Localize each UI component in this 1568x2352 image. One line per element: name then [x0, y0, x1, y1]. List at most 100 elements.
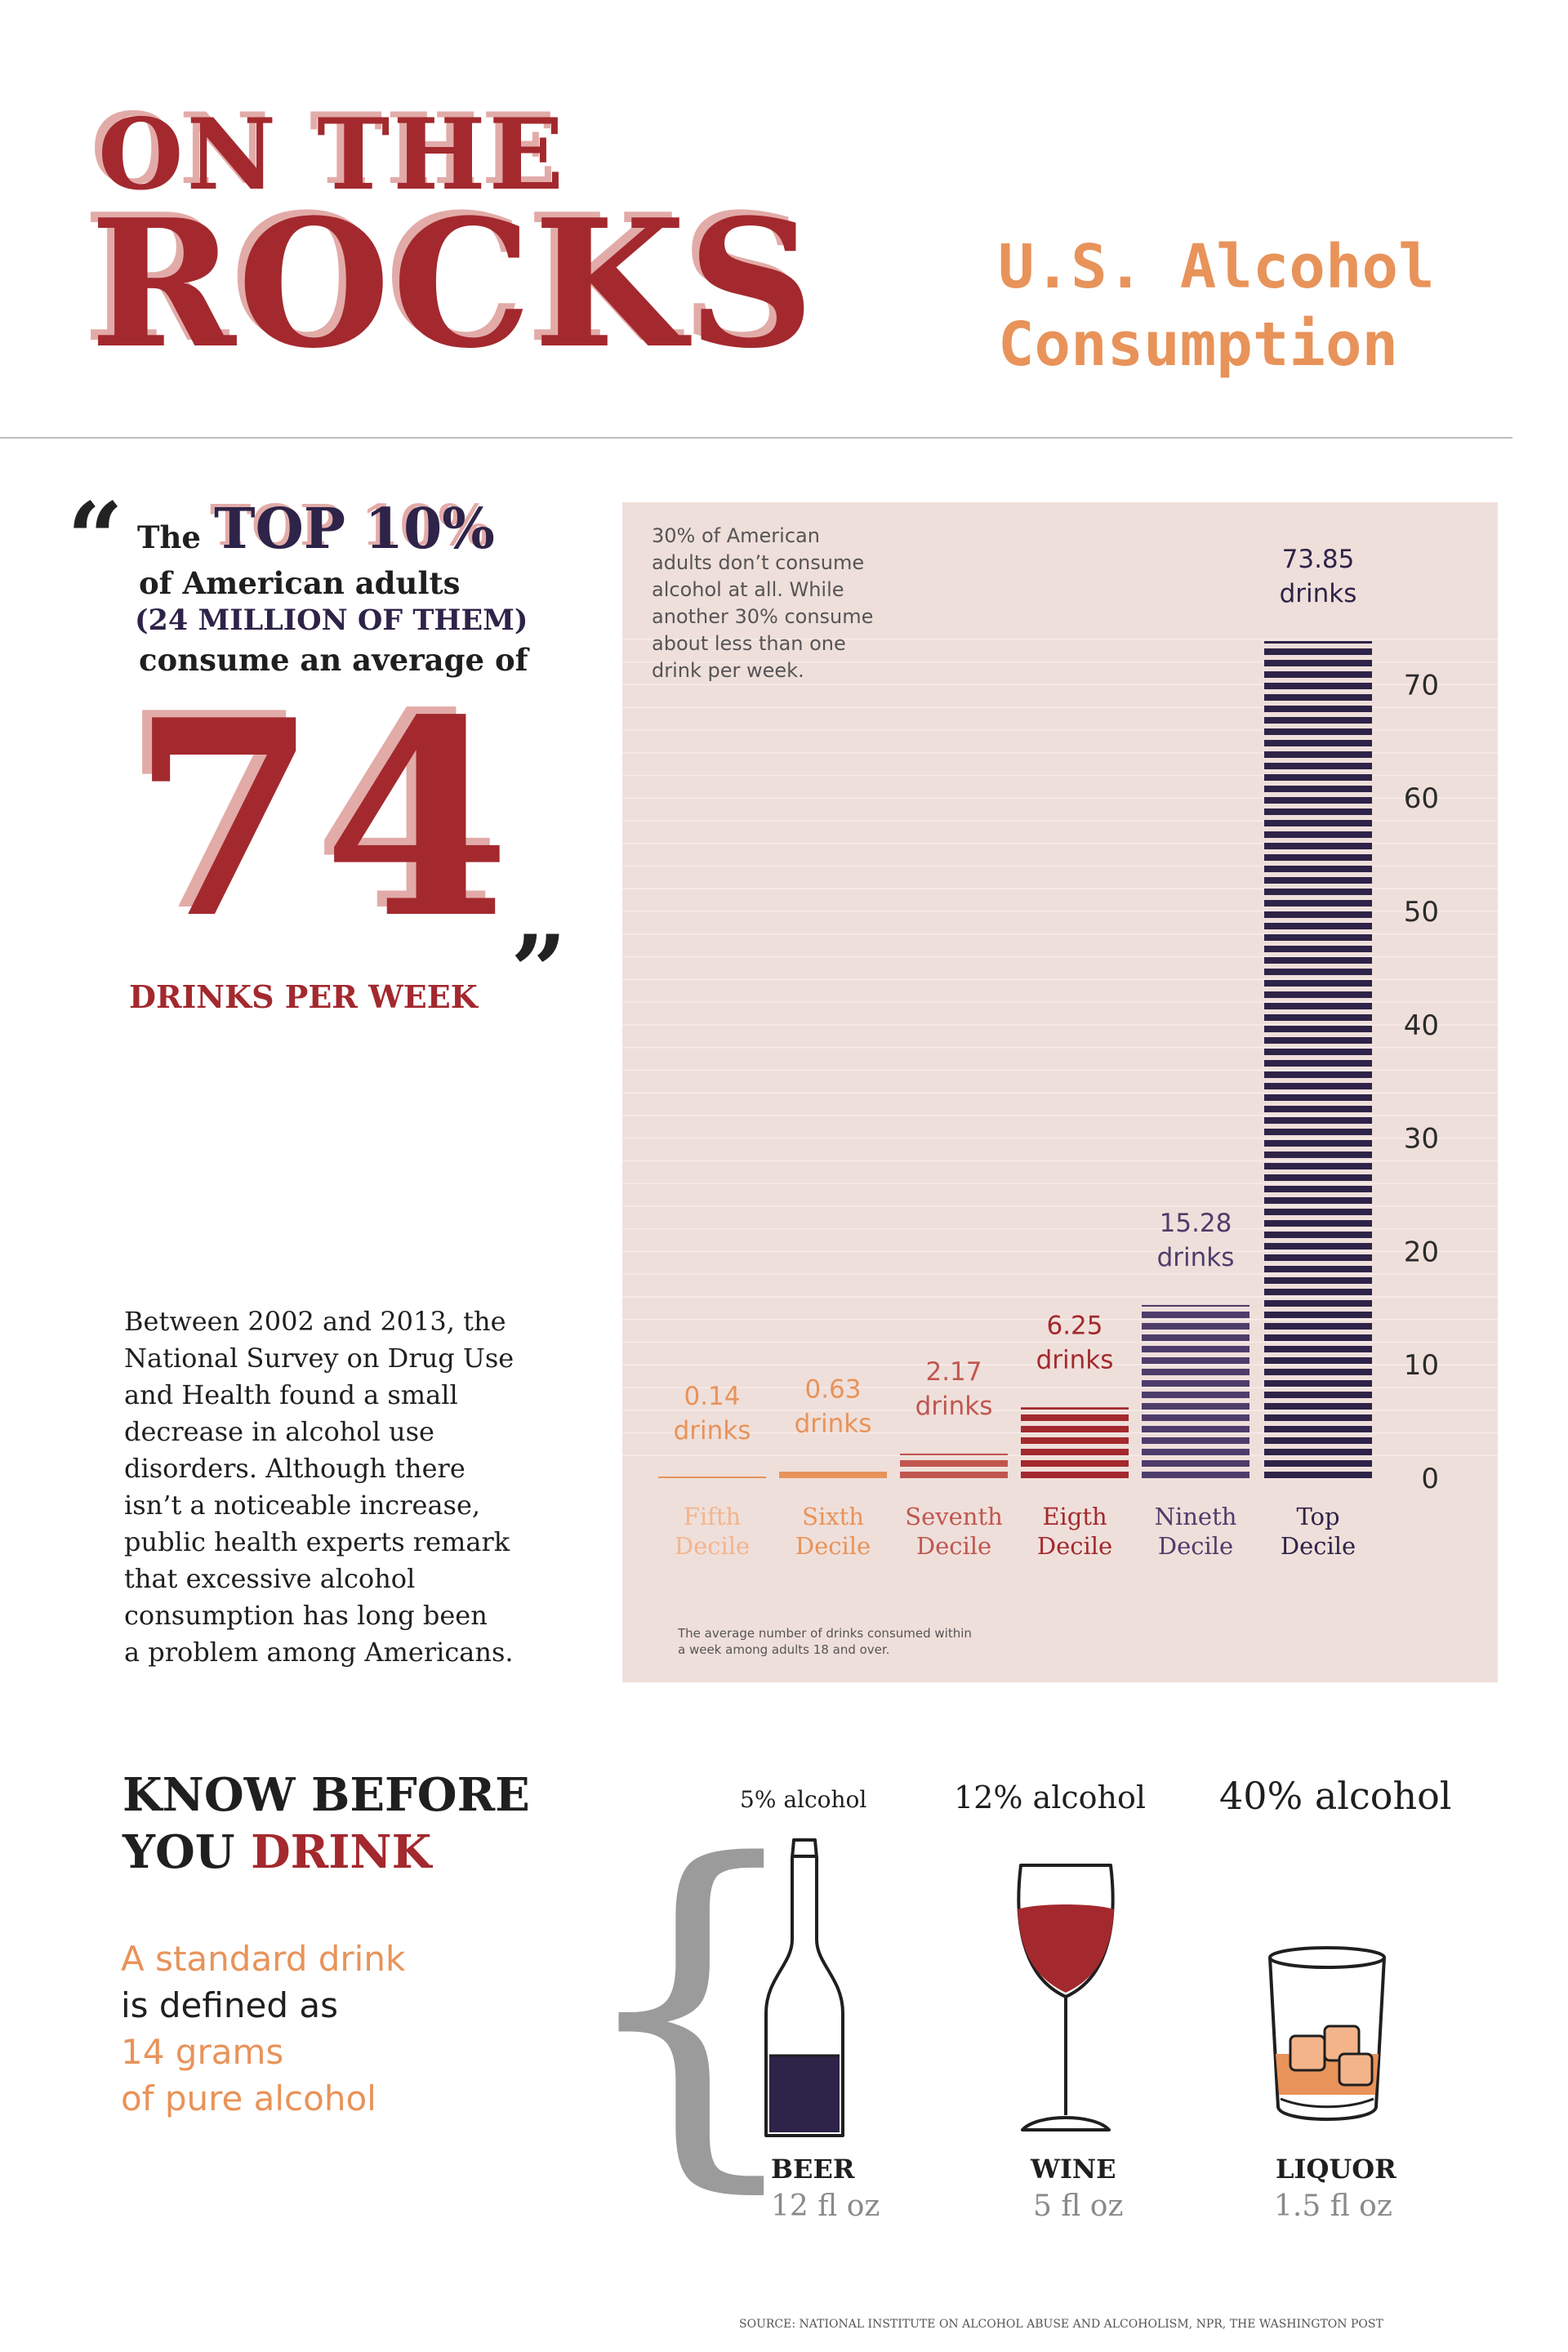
source-credit: SOURCE: NATIONAL INSTITUTE ON ALCOHOL AB… [739, 2318, 1383, 2331]
y-tick-label: 20 [1404, 1236, 1439, 1268]
y-tick-label: 0 [1421, 1463, 1439, 1495]
bar-stripe [1142, 1460, 1250, 1467]
value-label: 15.28 [1160, 1209, 1232, 1238]
paragraph-line: that excessive alcohol [124, 1563, 416, 1594]
value-label: drinks [915, 1392, 993, 1421]
bar [658, 1477, 766, 1478]
know-heading-line1: KNOW BEFORE [122, 1768, 530, 1822]
bar [779, 1472, 887, 1478]
bar-stripe [1264, 786, 1372, 792]
liquor-volume: 1.5 fl oz [1274, 2189, 1392, 2223]
bar-stripe [1142, 1414, 1250, 1421]
bar-stripe [1264, 1152, 1372, 1158]
chart-footnote-line: a week among adults 18 and over. [678, 1642, 890, 1657]
quote-highlight: TOP 10% [214, 497, 495, 562]
chart-panel: 0 10 20 30 40 50 60 70 0.14 drinks Fifth Decile 0.63… [622, 502, 1498, 1682]
big-number-unit: DRINKS PER WEEK [129, 978, 478, 1015]
bar-stripe [1264, 877, 1372, 884]
chart-note-line: about less than one [652, 632, 846, 655]
bar-stripe [1142, 1380, 1250, 1387]
big-number: 74 [131, 661, 516, 978]
category-label: Decile [1037, 1532, 1112, 1560]
close-quote-icon: ” [510, 914, 568, 1029]
liquor-glass-icon [1268, 1946, 1386, 2121]
chart-note-line: adults don’t consume [652, 551, 865, 574]
bar [1142, 1304, 1250, 1478]
bar-stripe [1264, 946, 1372, 952]
value-label: drinks [1036, 1345, 1114, 1374]
category-label: Decile [1281, 1532, 1356, 1560]
bar-stripe [1142, 1472, 1250, 1478]
bar-stripe [1142, 1312, 1250, 1318]
bar-stripe [1264, 1117, 1372, 1124]
paragraph-line: decrease in alcohol use [124, 1416, 434, 1447]
liquor-alcohol-percent: 40% alcohol [1219, 1774, 1452, 1818]
bar-stripe [1264, 660, 1372, 666]
y-tick-label: 30 [1404, 1123, 1439, 1156]
bar-stripe [1142, 1437, 1250, 1444]
bar-stripe [1264, 843, 1372, 849]
category-label: Top [1296, 1503, 1339, 1530]
bar-stripe [1021, 1437, 1129, 1444]
bar-stripe [1264, 1094, 1372, 1101]
bar-stripe [1142, 1334, 1250, 1341]
bar-stripe [1264, 1232, 1372, 1238]
bar-stripe [1264, 1312, 1372, 1318]
y-tick-label: 40 [1404, 1009, 1439, 1042]
standard-drink-definition: A standard drink is defined as 14 grams … [121, 1936, 405, 2122]
bar-stripe [1264, 1037, 1372, 1044]
wine-alcohol-percent: 12% alcohol [954, 1780, 1147, 1815]
bar-stripe [1264, 1197, 1372, 1204]
bar-stripe [1264, 1414, 1372, 1421]
bar-stripe [1264, 831, 1372, 838]
category-label: Decile [916, 1532, 991, 1560]
bar-stripe [1021, 1414, 1129, 1421]
bar-stripe [1264, 1472, 1372, 1478]
bar-stripe [1264, 1209, 1372, 1215]
bar [1021, 1407, 1129, 1478]
bar-stripe [1142, 1426, 1250, 1432]
know-heading-prefix: YOU [122, 1825, 252, 1879]
bar-stripe [1264, 854, 1372, 861]
bar-stripe [1264, 1106, 1372, 1112]
y-tick-label: 70 [1404, 669, 1439, 702]
bar-stripe [1264, 957, 1372, 964]
bar-stripe [1264, 934, 1372, 941]
bar-stripe [1264, 683, 1372, 689]
bar-stripe [1142, 1403, 1250, 1410]
bar-stripe [1264, 1334, 1372, 1341]
survey-paragraph: Between 2002 and 2013, the National Surv… [124, 1303, 549, 1671]
bar-stripe [1264, 1254, 1372, 1261]
bar-stripe [1264, 641, 1372, 644]
bar-stripe [1021, 1407, 1129, 1410]
bar-stripe [1264, 911, 1372, 918]
bar-stripe [1264, 1392, 1372, 1398]
bar-stripe [1142, 1369, 1250, 1375]
bar-stripe [1264, 1163, 1372, 1169]
paragraph-line: Between 2002 and 2013, the [124, 1306, 506, 1337]
bar [900, 1453, 1008, 1478]
value-label: drinks [795, 1409, 872, 1438]
bar-stripe [1264, 1220, 1372, 1227]
category-label: Seventh [905, 1503, 1003, 1530]
bar-stripe [1021, 1449, 1129, 1455]
bar-stripe [1264, 923, 1372, 929]
bar-stripe [1264, 808, 1372, 815]
subtitle-line1: U.S. Alcohol [998, 232, 1435, 302]
chart-footnote-line: The average number of drinks consumed wi… [678, 1626, 972, 1641]
paragraph-line: and Health found a small [124, 1379, 458, 1410]
value-label: 6.25 [1046, 1311, 1102, 1340]
value-label: drinks [1157, 1243, 1235, 1272]
std-line: of pure alcohol [121, 2078, 376, 2118]
bar-stripe [779, 1472, 887, 1478]
bar-stripe [1264, 1300, 1372, 1307]
wine-glass-icon [1017, 1864, 1115, 2132]
value-label: 0.63 [804, 1374, 861, 1404]
hero-title-line1: ON THE [98, 97, 568, 212]
paragraph-line: public health experts remark [124, 1526, 510, 1557]
category-label: Sixth [802, 1503, 864, 1530]
decile-bar-chart: 0102030405060700.14drinksFifthDecile0.63… [622, 545, 1498, 1560]
bar-stripe [1264, 1357, 1372, 1364]
bar-stripe [1264, 1266, 1372, 1272]
bar-stripe [1264, 1426, 1372, 1432]
